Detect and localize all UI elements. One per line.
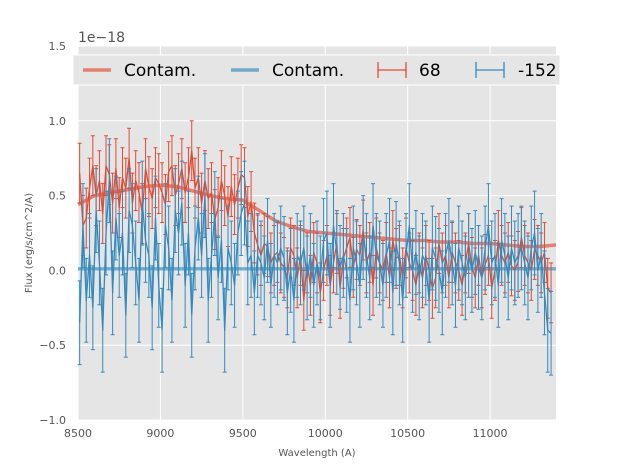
- x-tick-label: 9000: [146, 427, 174, 440]
- series-line--152: [78, 179, 552, 334]
- legend-label: Contam.: [272, 61, 344, 81]
- series--152: [77, 138, 554, 376]
- y-axis-label: Flux (erg/s/cm^2/A): [24, 193, 35, 293]
- y-tick-label: −1.0: [39, 414, 66, 427]
- legend-entry-1: Contam.: [83, 61, 196, 81]
- y-tick-label: −0.5: [39, 339, 66, 352]
- x-tick-label: 10500: [390, 427, 425, 440]
- x-tick-label: 8500: [64, 427, 92, 440]
- legend-entry-3: 68: [377, 61, 441, 81]
- x-tick-label: 10000: [308, 427, 343, 440]
- legend-label: 68: [419, 61, 441, 81]
- y-tick-label: 0.5: [49, 190, 67, 203]
- y-tick-label: 1.0: [49, 115, 67, 128]
- x-tick-label: 11000: [473, 427, 508, 440]
- legend-entry-4: -152: [475, 61, 557, 81]
- x-axis-label: Wavelength (A): [278, 448, 355, 459]
- legend-label: -152: [518, 61, 557, 81]
- legend-label: Contam.: [124, 61, 196, 81]
- legend: Contam. Contam. 68 -152: [72, 54, 561, 86]
- y-tick-label: 0.0: [49, 264, 67, 277]
- tick-labels: 8500 9000 9500 10000 10500 11000 −1.0 −0.5 0.0 0.…: [39, 40, 507, 440]
- x-tick-label: 9500: [229, 427, 257, 440]
- y-offset-label: 1e−18: [78, 30, 125, 46]
- legend-entry-2: Contam.: [231, 61, 344, 81]
- y-tick-label: 1.5: [49, 40, 67, 53]
- data-series-layer: [77, 120, 557, 376]
